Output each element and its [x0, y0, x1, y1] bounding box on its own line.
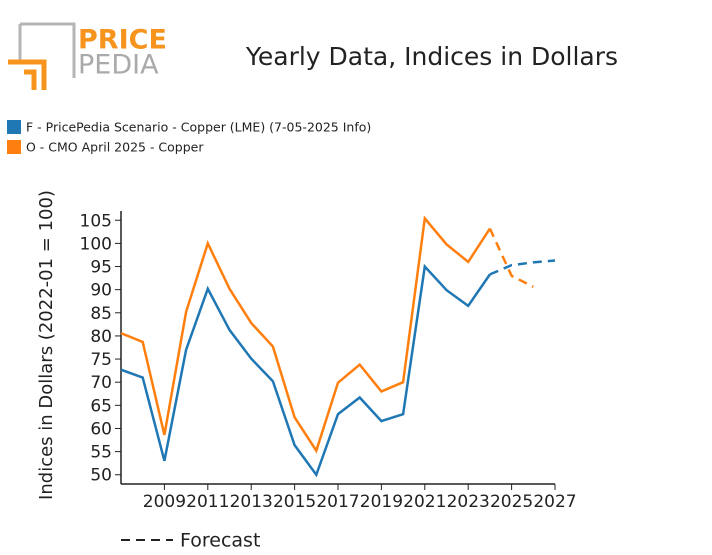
legend-label: O - CMO April 2025 - Copper — [26, 140, 204, 155]
legend-swatch — [7, 120, 21, 134]
forecast-legend-label: Forecast — [180, 530, 260, 552]
logo-icon — [8, 59, 47, 90]
y-tick-label: 50 — [90, 466, 112, 486]
logo-text: PEDIA — [78, 50, 159, 81]
y-tick-label: 65 — [90, 396, 112, 416]
x-tick-label: 2015 — [273, 492, 316, 512]
x-tick-label: 2027 — [533, 492, 576, 512]
chart-title: Yearly Data, Indices in Dollars — [245, 42, 618, 71]
x-tick-label: 2019 — [360, 492, 403, 512]
legend-label: F - PricePedia Scenario - Copper (LME) (… — [26, 120, 371, 135]
logo-text: PRICE — [78, 25, 167, 56]
x-tick-label: 2021 — [403, 492, 446, 512]
y-tick-label: 85 — [90, 304, 112, 324]
x-tick-label: 2025 — [490, 492, 533, 512]
y-tick-label: 60 — [90, 419, 112, 439]
y-tick-label: 90 — [90, 281, 112, 301]
logo-icon — [18, 22, 76, 78]
x-tick-label: 2009 — [143, 492, 186, 512]
y-tick-label: 100 — [80, 234, 112, 254]
series-line — [120, 263, 491, 478]
forecast-line — [489, 259, 556, 276]
x-tick-label: 2013 — [230, 492, 273, 512]
logo: PRICE PEDIA — [8, 22, 167, 90]
y-tick-label: 95 — [90, 258, 112, 278]
y-tick-label: 80 — [90, 327, 112, 347]
legend-swatch — [7, 140, 21, 154]
y-axis-label: Indices in Dollars (2022-01 = 100) — [36, 190, 57, 500]
y-tick-label: 75 — [90, 350, 112, 370]
y-tick-label: 55 — [90, 443, 112, 463]
y-tick-label: 70 — [90, 373, 112, 393]
y-tick-label: 105 — [80, 211, 112, 231]
x-tick-label: 2023 — [447, 492, 490, 512]
x-tick-label: 2017 — [316, 492, 359, 512]
forecast-line — [488, 228, 534, 288]
x-tick-label: 2011 — [186, 492, 229, 512]
series-line — [120, 215, 491, 454]
